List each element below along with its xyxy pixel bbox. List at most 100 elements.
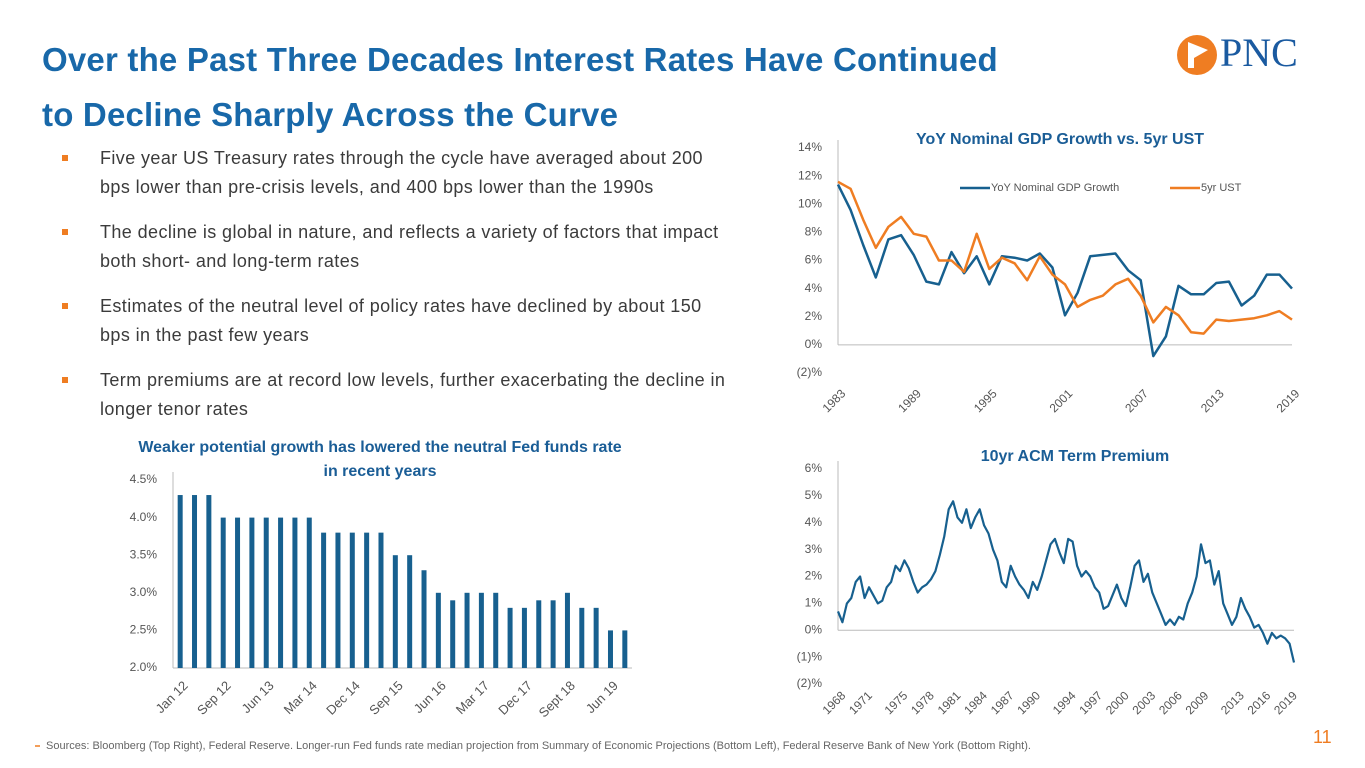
y-tick-label: 0%: [805, 337, 823, 351]
x-tick-label: 2016: [1245, 688, 1274, 717]
logo-text: PNC: [1220, 30, 1298, 75]
x-tick-label: 2001: [1047, 386, 1076, 415]
x-tick-label: 1987: [988, 688, 1017, 717]
y-tick-label: (2)%: [797, 676, 823, 690]
x-tick-label: 2013: [1218, 688, 1247, 717]
x-tick-label: Sept 18: [536, 678, 578, 720]
legend-label: YoY Nominal GDP Growth: [991, 182, 1119, 194]
bar: [364, 532, 370, 668]
bar: [249, 517, 255, 668]
y-tick-label: 1%: [805, 596, 823, 610]
bar: [450, 600, 456, 668]
y-tick-label: (1)%: [797, 649, 823, 663]
slide-title: Over the Past Three Decades Interest Rat…: [42, 32, 998, 142]
bar: [464, 592, 470, 668]
x-tick-label: 1968: [820, 688, 849, 717]
page-number: 11: [1313, 727, 1332, 747]
bar: [220, 517, 226, 668]
y-tick-label: 4%: [805, 281, 823, 295]
x-tick-label: Jun 13: [239, 678, 277, 716]
line-series: [836, 184, 1293, 358]
y-tick-label: 2.0%: [130, 660, 158, 674]
y-tick-label: 14%: [798, 140, 822, 154]
bullet: Five year US Treasury rates through the …: [62, 144, 734, 202]
x-tick-label: Mar 14: [281, 678, 320, 717]
bar: [392, 555, 398, 668]
bullet: The decline is global in nature, and ref…: [62, 218, 734, 276]
x-tick-label: 1971: [846, 688, 875, 717]
logo: PNC: [1177, 30, 1298, 75]
y-tick-label: 2.5%: [130, 623, 158, 637]
bar: [521, 607, 527, 668]
bar: [378, 532, 384, 668]
x-tick-label: Jan 12: [153, 678, 191, 716]
bar: [493, 592, 499, 668]
x-tick-label: 2019: [1271, 688, 1300, 717]
sources: Sources: Bloomberg (Top Right), Federal …: [46, 740, 1031, 752]
y-tick-label: 12%: [798, 168, 822, 182]
y-tick-label: 0%: [805, 622, 823, 636]
bar: [192, 495, 198, 668]
y-tick-label: 3.0%: [130, 585, 158, 599]
y-tick-label: 6%: [805, 253, 823, 267]
chart-title: 10yr ACM Term Premium: [981, 448, 1170, 465]
bar: [507, 607, 513, 668]
y-tick-label: 3%: [805, 542, 823, 556]
y-tick-label: (2)%: [797, 365, 823, 379]
x-tick-label: 1994: [1050, 688, 1079, 717]
x-tick-label: 1995: [971, 386, 1000, 415]
chart-title: YoY Nominal GDP Growth vs. 5yr UST: [916, 131, 1204, 148]
x-tick-label: 2006: [1156, 688, 1185, 717]
bar: [593, 607, 599, 668]
x-tick-label: 2003: [1129, 688, 1158, 717]
bar: [263, 517, 269, 668]
x-tick-label: 2019: [1274, 386, 1303, 415]
y-tick-label: 3.5%: [130, 547, 158, 561]
x-tick-label: Sep 12: [194, 678, 234, 718]
chart-title: Weaker potential growth has lowered the …: [138, 439, 622, 480]
bullet: Term premiums are at record low levels, …: [62, 366, 734, 424]
y-tick-label: 4.5%: [130, 472, 158, 486]
bar: [435, 592, 441, 668]
x-tick-label: 1983: [820, 386, 849, 415]
y-tick-label: 2%: [805, 569, 823, 583]
y-tick-label: 10%: [798, 196, 822, 210]
y-tick-label: 6%: [805, 461, 823, 475]
title-line: to Decline Sharply Across the Curve: [42, 96, 619, 133]
x-tick-label: 1990: [1014, 688, 1043, 717]
x-tick-label: 1978: [908, 688, 937, 717]
bar: [622, 630, 628, 668]
logo-icon-mark: [1188, 42, 1208, 68]
y-tick-label: 4.0%: [130, 510, 158, 524]
x-tick-label: 1981: [935, 688, 964, 717]
bar: [335, 532, 341, 668]
bullet: Estimates of the neutral level of policy…: [62, 292, 734, 350]
y-tick-label: 8%: [805, 225, 823, 239]
x-tick-label: 1984: [961, 688, 990, 717]
x-tick-label: Jun 19: [583, 678, 621, 716]
bar: [607, 630, 613, 668]
legend-label: 5yr UST: [1201, 182, 1242, 194]
x-tick-label: 1997: [1076, 688, 1105, 717]
x-tick-label: Jun 16: [411, 678, 449, 716]
bar: [278, 517, 284, 668]
line-series: [837, 180, 1293, 335]
bar: [421, 570, 427, 668]
bar: [306, 517, 312, 668]
x-tick-label: 1989: [895, 386, 924, 415]
bar: [177, 495, 183, 668]
bar: [478, 592, 484, 668]
bar: [349, 532, 355, 668]
x-tick-label: 2013: [1198, 386, 1227, 415]
x-tick-label: Mar 17: [453, 678, 492, 717]
bar: [206, 495, 212, 668]
bar: [564, 592, 570, 668]
x-tick-label: Dec 14: [323, 678, 363, 718]
bar: [550, 600, 556, 668]
y-tick-label: 5%: [805, 488, 823, 502]
bar: [235, 517, 241, 668]
bar: [579, 607, 585, 668]
bullet-list: Five year US Treasury rates through the …: [62, 144, 734, 440]
x-tick-label: 2007: [1122, 386, 1151, 415]
